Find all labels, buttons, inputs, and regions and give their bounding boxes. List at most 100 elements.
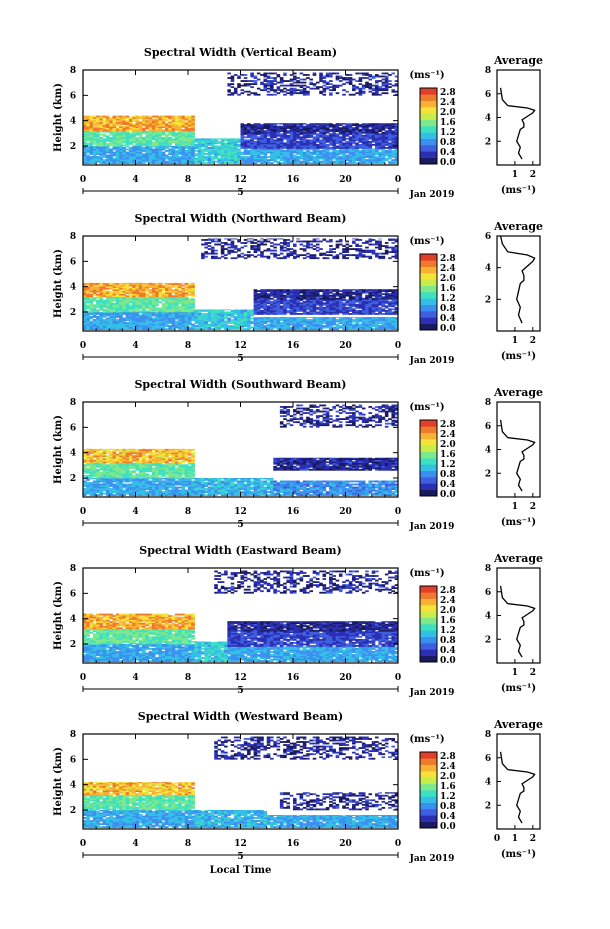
heatmap-cell [358,311,363,314]
heatmap-cell [325,317,330,320]
heatmap-cell [361,136,366,139]
heatmap-cell [197,316,202,318]
x-tick-label: 12 [234,175,247,185]
heatmap-cell [217,319,222,321]
heatmap-cell [368,313,373,315]
heatmap-cell [266,311,271,314]
heatmap-cell [260,89,264,92]
heatmap-cell [112,135,117,138]
heatmap-cell [112,282,117,284]
heatmap-cell [184,136,189,139]
heatmap-cell [299,322,304,324]
heatmap-cell [132,301,136,304]
heatmap-cell [237,77,241,79]
heatmap-cell [109,157,113,160]
heatmap-cell [355,317,359,318]
heatmap-cell [135,292,140,295]
heatmap-cell [361,311,366,314]
heatmap-cell [109,320,113,323]
heatmap-cell [309,300,313,303]
heatmap-cell [178,308,182,311]
heatmap-cell [270,140,274,143]
heatmap-cell [184,135,189,138]
heatmap-cell [352,305,356,308]
heatmap-cell [286,160,291,163]
heatmap-cell [296,84,300,87]
heatmap-cell [83,136,87,139]
heatmap-cell [145,127,149,130]
heatmap-cell [125,135,130,138]
heatmap-cell [142,292,146,295]
heatmap-cell [102,293,107,296]
heatmap-cell [155,325,159,327]
heatmap-cell [194,157,199,160]
heatmap-cell [365,139,369,142]
heatmap-cell [391,162,396,165]
heatmap-cell [322,131,327,134]
heatmap-cell [256,325,261,327]
heatmap-cell [89,284,94,287]
heatmap-cell [329,148,333,151]
heatmap-cell [361,147,366,149]
heatmap-cell [361,154,366,157]
heatmap-cell [260,159,264,161]
heatmap-cell [201,328,205,331]
heatmap-cell [286,290,291,293]
heatmap-cell [286,294,291,297]
heatmap-cell [96,290,100,293]
heatmap-cell [237,148,241,151]
heatmap-cell [165,282,169,284]
heatmap-cell [112,121,117,124]
heatmap-cell [151,157,156,160]
heatmap-cell [240,74,245,76]
heatmap-cell [299,319,304,321]
heatmap-cell [365,319,369,321]
heatmap-cell [365,308,369,311]
heatmap-cell [148,286,153,288]
heatmap-cell [322,139,327,142]
heatmap-cell [125,132,130,135]
heatmap-cell [86,314,90,317]
heatmap-cell [378,322,382,324]
heatmap-cell [266,124,271,127]
heatmap-cell [142,296,146,299]
heatmap-cell [260,302,264,305]
heatmap-cell [345,162,350,165]
heatmap-cell [92,290,97,293]
heatmap-cell [201,316,205,318]
heatmap-cell [155,286,159,288]
heatmap-cell [332,306,336,309]
heatmap-cell [247,157,251,160]
heatmap-cell [168,304,172,307]
heatmap-cell [184,298,189,301]
heatmap-cell [332,300,336,303]
heatmap-cell [256,131,261,134]
heatmap-cell [112,153,117,155]
heatmap-cell [273,131,277,134]
heatmap-cell [171,323,176,326]
heatmap-cell [306,86,310,89]
heatmap-cell [322,124,327,127]
heatmap-cell [312,143,317,146]
heatmap-cell [161,154,166,157]
heatmap-cell [89,296,94,299]
heatmap-cell [368,78,373,81]
heatmap-cell [142,287,146,290]
heatmap-cell [388,162,392,165]
heatmap-cell [368,320,373,323]
heatmap-cell [368,153,373,155]
heatmap-cell [283,296,287,299]
heatmap-cell [289,153,294,155]
heatmap-cell [309,83,313,85]
heatmap-cell [89,153,94,155]
heatmap-cell [394,323,399,326]
heatmap-cell [105,136,110,139]
heatmap-cell [168,156,172,158]
heatmap-cell [158,162,163,165]
heatmap-cell [309,153,313,155]
heatmap-cell [276,319,281,321]
heatmap-cell [83,142,87,145]
heatmap-cell [312,151,317,154]
heatmap-cell [266,326,271,329]
heatmap-cell [325,326,330,329]
